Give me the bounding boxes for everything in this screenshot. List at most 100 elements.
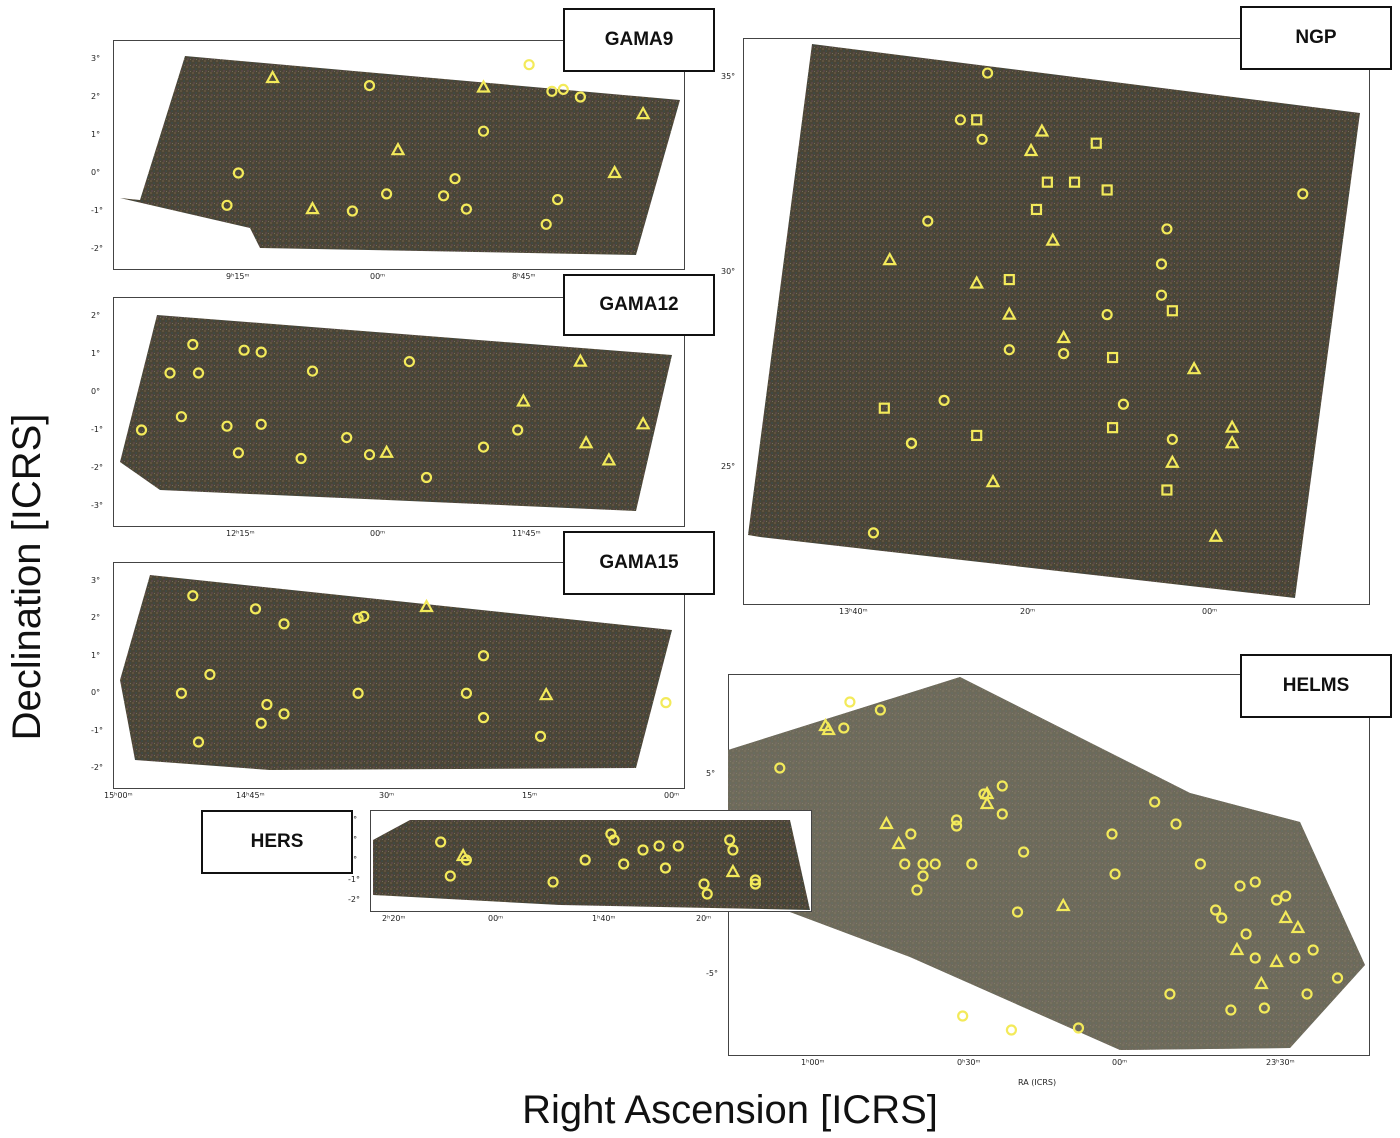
source-marker-circle: [905, 828, 917, 840]
source-marker-circle: [727, 844, 739, 856]
source-marker-triangle: [1278, 909, 1294, 924]
x-tick-label: 13ʰ40ᵐ: [839, 607, 868, 616]
source-marker-circle: [1234, 880, 1246, 892]
y-tick-label: -2°: [91, 463, 103, 472]
source-marker-circle: [1225, 1004, 1237, 1016]
field-label-ngp: NGP: [1240, 6, 1392, 70]
source-marker-triangle: [1045, 232, 1061, 246]
y-tick-label: 3°: [91, 575, 101, 585]
source-marker-circle: [232, 447, 244, 459]
source-marker-circle: [420, 471, 433, 484]
source-marker-circle: [1270, 894, 1283, 906]
source-marker-triangle: [578, 435, 594, 449]
x-tick-label: 12ʰ15ᵐ: [226, 529, 255, 538]
source-marker-circle: [653, 840, 665, 852]
source-marker-circle: [438, 190, 450, 202]
source-marker-circle: [996, 808, 1008, 820]
source-marker-circle: [1297, 188, 1309, 200]
source-marker-circle: [838, 722, 850, 734]
source-marker-circle: [950, 814, 963, 826]
y-tick-label: 0°: [91, 168, 101, 177]
source-marker-square: [971, 429, 983, 442]
source-marker-circle: [1280, 890, 1292, 902]
y-tick-label: 35°: [721, 71, 736, 81]
source-marker-circle: [749, 874, 762, 886]
source-marker-square: [1161, 484, 1173, 496]
source-marker-triangle: [538, 686, 554, 701]
x-tick-label: 2ʰ20ᵐ: [382, 914, 406, 923]
source-marker-circle: [950, 820, 963, 832]
source-marker-triangle: [573, 353, 588, 367]
source-marker-circle: [341, 432, 353, 444]
source-marker-triangle: [265, 69, 280, 84]
source-marker-circle: [698, 878, 710, 890]
source-marker-circle: [574, 91, 587, 103]
source-marker-triangle: [1186, 360, 1202, 375]
y-tick-label: 30°: [721, 266, 736, 276]
source-marker-triangle: [1055, 897, 1071, 912]
x-tick-label: 00ᵐ: [488, 914, 504, 923]
field-label-gama15: GAMA15: [563, 531, 715, 595]
source-marker-circle: [1155, 258, 1168, 270]
source-marker-triangle: [1023, 142, 1039, 157]
source-marker-circle: [1301, 988, 1313, 1000]
x-tick-label: 00ᵐ: [1202, 607, 1218, 616]
source-marker-circle: [255, 346, 267, 358]
x-tick-label: 30ᵐ: [379, 791, 395, 800]
x-tick-label: 11ʰ45ᵐ: [512, 529, 541, 538]
y-tick-label: 0°: [91, 387, 101, 396]
source-marker-circle: [381, 188, 393, 200]
x-axis-title: Right Ascension [ICRS]: [522, 1088, 938, 1132]
x-tick-label: 15ʰ00ᵐ: [104, 791, 133, 800]
source-marker-triangle: [607, 164, 622, 179]
y-tick-label: -2°: [91, 763, 103, 773]
source-marker-circle: [618, 858, 630, 870]
source-marker-circle: [249, 603, 262, 615]
source-marker-circle: [449, 173, 461, 185]
sky-map-hers: [373, 820, 810, 910]
source-marker-triangle: [1034, 123, 1050, 137]
source-marker-circle: [899, 858, 911, 870]
panel-x-axis-label: RA (ICRS): [1018, 1078, 1057, 1087]
sky-map-gama12: [120, 315, 672, 511]
field-label-gama9: GAMA9: [563, 8, 715, 72]
source-marker-triangle: [879, 815, 894, 830]
source-marker-circle: [435, 836, 447, 848]
source-marker-circle: [204, 668, 216, 681]
source-marker-triangle: [891, 835, 907, 850]
x-tick-label: 20ᵐ: [1020, 607, 1036, 616]
field-label-helms: HELMS: [1240, 654, 1392, 718]
source-marker-triangle: [1224, 419, 1240, 433]
source-marker-circle: [295, 452, 307, 465]
source-marker-square: [1106, 422, 1119, 434]
x-tick-label: 00ᵐ: [370, 529, 386, 538]
source-marker-triangle: [635, 416, 651, 430]
y-tick-label: -5°: [706, 969, 718, 978]
x-tick-label: 9ʰ15ᵐ: [226, 272, 250, 281]
y-tick-label: 2°: [91, 311, 101, 320]
source-marker-circle: [1166, 433, 1178, 445]
source-marker-triangle: [635, 105, 651, 120]
source-marker-circle: [1117, 398, 1130, 410]
source-marker-circle: [917, 870, 929, 882]
source-marker-circle: [911, 884, 923, 896]
source-marker-circle: [444, 870, 456, 882]
source-marker-circle: [981, 67, 994, 79]
source-marker-circle: [175, 411, 187, 423]
source-marker-circle: [232, 167, 244, 179]
source-marker-circle: [976, 133, 988, 145]
source-marker-circle: [1011, 906, 1024, 918]
source-marker-square: [878, 402, 890, 414]
source-marker-circle: [724, 834, 736, 846]
y-tick-label: 2°: [91, 92, 101, 101]
source-marker-circle: [477, 125, 490, 137]
source-marker-circle: [255, 418, 267, 430]
sky-map-gama9: [120, 56, 680, 255]
source-marker-circle: [1106, 828, 1118, 840]
source-marker-triangle: [1224, 434, 1240, 449]
source-marker-circle: [221, 420, 233, 432]
source-marker-circle: [1164, 988, 1176, 1000]
source-marker-circle: [278, 708, 290, 720]
